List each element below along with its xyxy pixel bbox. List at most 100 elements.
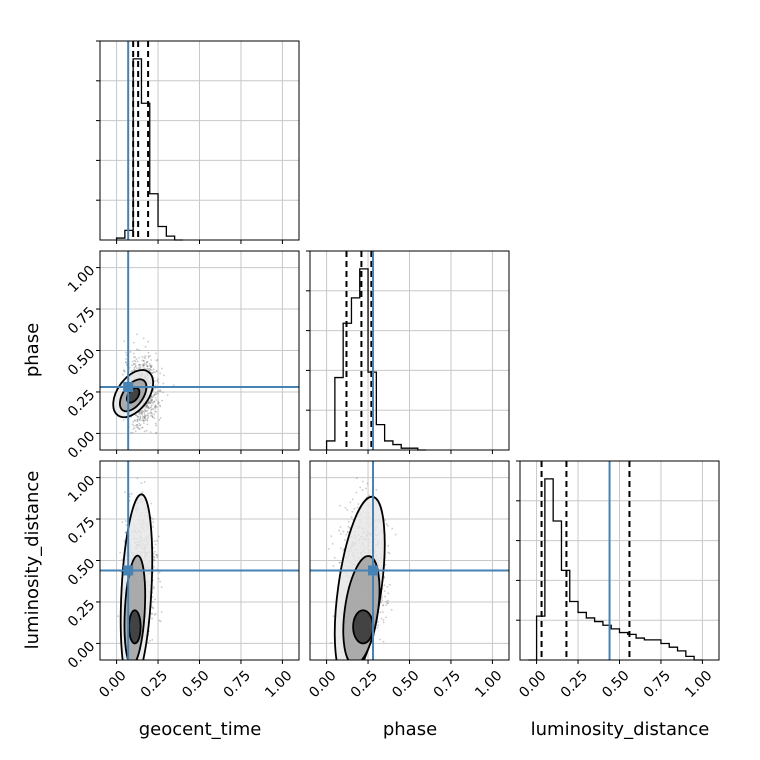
sample-point bbox=[150, 369, 153, 371]
sample-point bbox=[137, 425, 140, 428]
sample-point bbox=[155, 370, 158, 373]
sample-point bbox=[135, 426, 138, 429]
sample-point bbox=[146, 423, 149, 426]
sample-point bbox=[142, 422, 145, 425]
sample-point bbox=[148, 400, 151, 403]
sample-point bbox=[143, 414, 146, 417]
sample-point bbox=[142, 364, 145, 367]
sample-point bbox=[153, 393, 156, 396]
sample-point bbox=[119, 551, 122, 554]
sample-point bbox=[382, 619, 385, 621]
sample-point bbox=[136, 360, 139, 363]
sample-point bbox=[147, 351, 150, 354]
sample-point bbox=[382, 604, 385, 607]
sample-point bbox=[386, 602, 389, 605]
sample-point bbox=[140, 411, 143, 414]
sample-point bbox=[145, 404, 148, 407]
sample-point bbox=[150, 411, 153, 414]
panel-frame-phase_vs_geocent_time bbox=[99, 250, 300, 451]
sample-point bbox=[123, 369, 125, 372]
sample-point bbox=[139, 365, 141, 368]
sample-point bbox=[339, 504, 341, 507]
sample-point bbox=[154, 406, 157, 408]
sample-point bbox=[149, 639, 152, 642]
sample-point bbox=[332, 564, 335, 567]
sample-point bbox=[338, 561, 341, 564]
sample-point bbox=[149, 368, 152, 370]
sample-point bbox=[137, 415, 140, 418]
sample-point bbox=[133, 424, 135, 427]
sample-point bbox=[136, 424, 139, 426]
sample-point bbox=[157, 535, 160, 538]
sample-point bbox=[148, 407, 150, 410]
sample-point bbox=[138, 428, 141, 431]
sample-point bbox=[147, 412, 150, 415]
sample-point bbox=[141, 411, 144, 414]
sample-point bbox=[130, 492, 133, 495]
sample-point bbox=[154, 598, 157, 601]
sample-point bbox=[349, 501, 352, 504]
sample-point bbox=[141, 419, 143, 422]
sample-point bbox=[146, 360, 149, 363]
sample-point bbox=[388, 552, 391, 555]
tick-label-y-phase_vs_geocent_time-2: 0.50 bbox=[65, 346, 98, 379]
sample-point bbox=[125, 354, 128, 356]
sample-point bbox=[143, 430, 146, 433]
sample-point bbox=[153, 394, 156, 397]
sample-point bbox=[342, 530, 345, 533]
sample-point bbox=[152, 395, 155, 397]
sample-point bbox=[138, 413, 141, 415]
sample-point bbox=[143, 417, 146, 420]
sample-point bbox=[150, 612, 153, 615]
sample-point bbox=[331, 542, 334, 545]
tick-label-x-luminosity_distance_vs_phase-1: 0.25 bbox=[348, 668, 381, 701]
sample-point bbox=[154, 410, 156, 413]
sample-point bbox=[145, 361, 148, 364]
sample-point bbox=[137, 367, 140, 369]
sample-point bbox=[146, 419, 149, 422]
sample-point bbox=[156, 379, 159, 382]
sample-point bbox=[155, 359, 158, 362]
sample-point bbox=[137, 364, 140, 366]
sample-point bbox=[133, 368, 136, 371]
sample-point bbox=[141, 426, 144, 429]
sample-point bbox=[135, 423, 138, 426]
sample-point bbox=[333, 556, 336, 559]
sample-point bbox=[153, 556, 156, 559]
sample-point bbox=[383, 576, 386, 579]
sample-point bbox=[139, 366, 142, 369]
tick-label-x-luminosity_distance_vs_geocent_time-4: 1.00 bbox=[262, 668, 295, 701]
sample-point bbox=[146, 418, 148, 421]
tick-label-y-phase_vs_geocent_time-4: 1.00 bbox=[65, 263, 98, 296]
sample-point bbox=[147, 641, 150, 644]
sample-point bbox=[150, 365, 152, 368]
sample-point bbox=[385, 523, 388, 525]
sample-point bbox=[148, 362, 151, 365]
sample-point bbox=[141, 415, 144, 418]
sample-point bbox=[351, 510, 354, 513]
sample-point bbox=[154, 543, 157, 546]
sample-point bbox=[147, 401, 150, 404]
sample-point bbox=[135, 358, 138, 361]
sample-point bbox=[152, 607, 155, 610]
sample-point bbox=[330, 535, 333, 538]
sample-point bbox=[150, 502, 153, 505]
panel-frame-luminosity_distance_vs_geocent_time bbox=[99, 460, 300, 661]
sample-point bbox=[136, 416, 139, 419]
sample-point bbox=[155, 553, 158, 556]
sample-point bbox=[153, 400, 156, 403]
sample-point bbox=[152, 558, 155, 561]
sample-point bbox=[121, 373, 124, 376]
sample-point bbox=[143, 416, 146, 419]
sample-point bbox=[141, 491, 144, 493]
sample-point bbox=[147, 415, 150, 418]
sample-point bbox=[134, 419, 136, 422]
sample-point bbox=[124, 361, 127, 364]
sample-point bbox=[386, 524, 389, 527]
sample-point bbox=[133, 369, 136, 372]
sample-point bbox=[158, 401, 160, 404]
sample-point bbox=[146, 417, 149, 419]
sample-point bbox=[155, 399, 158, 401]
sample-point bbox=[144, 355, 147, 357]
sample-point bbox=[155, 424, 157, 427]
